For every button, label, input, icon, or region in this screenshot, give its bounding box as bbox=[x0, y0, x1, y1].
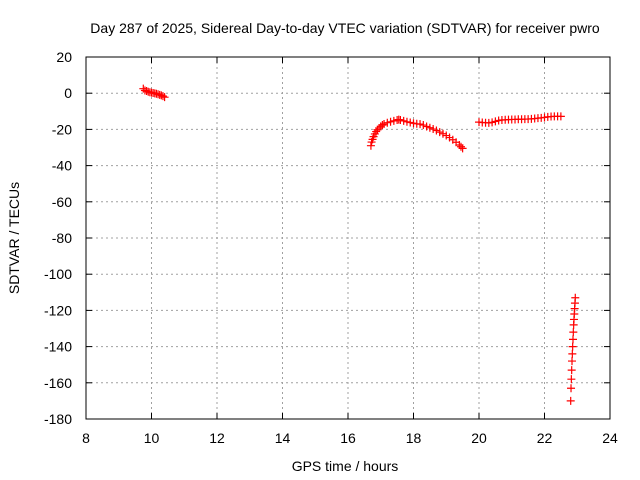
data-point-marker bbox=[556, 112, 565, 121]
data-point-marker bbox=[416, 120, 425, 129]
data-point-marker bbox=[567, 375, 576, 384]
data-point-marker bbox=[389, 116, 398, 125]
grid-lines bbox=[86, 57, 610, 419]
y-tick-label: -20 bbox=[52, 121, 72, 137]
data-point-marker bbox=[432, 126, 441, 135]
data-point-marker bbox=[383, 118, 392, 127]
data-point-marker bbox=[566, 396, 575, 405]
data-point-marker bbox=[160, 93, 169, 102]
data-point-marker bbox=[396, 115, 405, 124]
data-point-marker bbox=[488, 118, 497, 127]
data-point-marker bbox=[406, 118, 415, 127]
x-tick-label: 24 bbox=[602, 430, 618, 446]
x-tick-label: 14 bbox=[275, 430, 291, 446]
data-point-marker bbox=[567, 366, 576, 375]
x-tick-label: 18 bbox=[406, 430, 422, 446]
y-tick-label: -160 bbox=[44, 375, 72, 391]
y-tick-label: 20 bbox=[56, 49, 72, 65]
data-point-marker bbox=[442, 131, 451, 140]
data-point-marker bbox=[429, 125, 438, 134]
y-tick-labels: 20 0 -20 -40 -60 -80 -100 -120 -140 -160 -180 bbox=[44, 49, 72, 427]
data-points bbox=[139, 84, 580, 405]
data-point-marker bbox=[435, 128, 444, 137]
x-tick-label: 16 bbox=[340, 430, 356, 446]
data-point-marker bbox=[569, 328, 578, 337]
data-point-marker bbox=[568, 335, 577, 344]
data-point-marker bbox=[378, 121, 387, 130]
x-axis-label: GPS time / hours bbox=[292, 458, 399, 474]
x-tick-label: 22 bbox=[537, 430, 553, 446]
x-tick-label: 10 bbox=[144, 430, 160, 446]
data-point-marker bbox=[455, 140, 464, 149]
y-tick-label: -100 bbox=[44, 266, 72, 282]
data-point-marker bbox=[438, 129, 447, 138]
data-point-marker bbox=[386, 117, 395, 126]
data-point-marker bbox=[456, 142, 465, 151]
data-point-marker bbox=[425, 123, 434, 132]
data-point-marker bbox=[491, 117, 500, 126]
y-tick-label: -140 bbox=[44, 339, 72, 355]
data-point-marker bbox=[568, 349, 577, 358]
data-point-marker bbox=[157, 91, 166, 100]
data-point-marker bbox=[567, 384, 576, 393]
data-point-marker bbox=[373, 125, 382, 134]
y-axis-label: SDTVAR / TECUs bbox=[6, 182, 22, 294]
y-tick-label: -80 bbox=[52, 230, 72, 246]
y-tick-label: -60 bbox=[52, 194, 72, 210]
data-point-marker bbox=[399, 116, 408, 125]
data-point-marker bbox=[380, 119, 389, 128]
data-point-marker bbox=[142, 87, 151, 96]
axis-ticks bbox=[85, 56, 611, 420]
data-point-marker bbox=[458, 144, 467, 153]
y-tick-label: 0 bbox=[64, 85, 72, 101]
data-point-marker bbox=[402, 117, 411, 126]
x-tick-labels: 8 10 12 14 16 18 20 22 24 bbox=[82, 430, 618, 446]
data-point-marker bbox=[158, 92, 167, 101]
data-point-marker bbox=[419, 121, 428, 130]
data-point-marker bbox=[568, 342, 577, 351]
x-tick-label: 8 bbox=[82, 430, 90, 446]
data-point-marker bbox=[571, 293, 580, 302]
y-tick-label: -40 bbox=[52, 158, 72, 174]
y-tick-label: -120 bbox=[44, 302, 72, 318]
x-tick-label: 12 bbox=[209, 430, 225, 446]
y-tick-label: -180 bbox=[44, 411, 72, 427]
data-point-marker bbox=[568, 357, 577, 366]
chart-title: Day 287 of 2025, Sidereal Day-to-day VTE… bbox=[90, 20, 600, 36]
data-point-marker bbox=[422, 122, 431, 131]
data-point-marker bbox=[366, 141, 375, 150]
x-tick-label: 20 bbox=[471, 430, 487, 446]
